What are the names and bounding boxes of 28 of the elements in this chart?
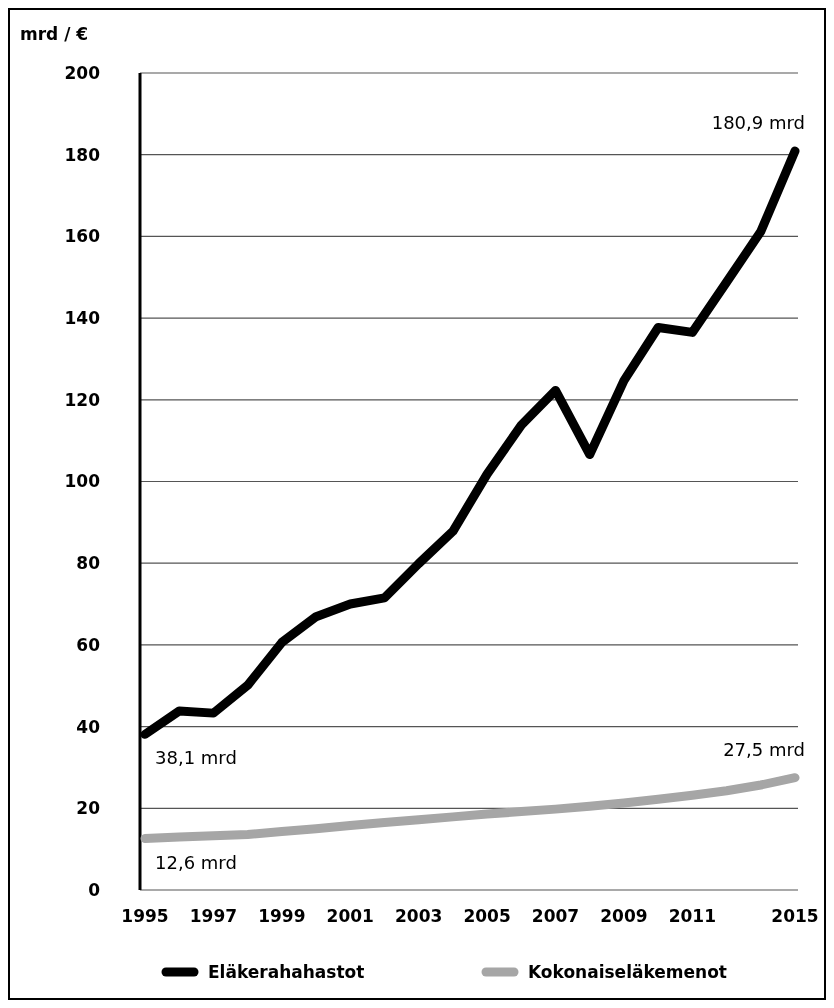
x-tick-label: 1999 [258, 906, 306, 926]
annotation: 38,1 mrd [155, 747, 237, 769]
annotation: 12,6 mrd [155, 851, 237, 873]
x-tick-label: 2015 [771, 906, 819, 926]
y-axis-title: mrd / € [20, 24, 89, 44]
x-tick-label: 2011 [668, 906, 717, 926]
y-tick-label: 20 [76, 798, 101, 819]
y-tick-label: 40 [76, 716, 101, 737]
x-tick-label: 2009 [600, 906, 648, 926]
x-tick-label: 1997 [189, 906, 238, 926]
annotation: 180,9 mrd [711, 112, 805, 134]
legend-label: Kokonaiseläkemenot [528, 961, 727, 982]
y-tick-label: 200 [64, 62, 101, 83]
x-tick-label: 2001 [326, 906, 374, 926]
x-tick-label: 2005 [463, 906, 511, 926]
y-tick-label: 120 [64, 389, 101, 410]
y-tick-label: 180 [64, 144, 101, 165]
y-tick-label: 100 [64, 471, 101, 492]
y-tick-label: 160 [64, 226, 101, 247]
y-tick-label: 80 [76, 553, 101, 574]
y-tick-label: 140 [64, 308, 101, 329]
x-tick-label: 1995 [121, 906, 169, 926]
annotation: 27,5 mrd [723, 738, 805, 760]
y-tick-label: 60 [76, 634, 101, 655]
y-tick-label: 0 [88, 879, 101, 900]
legend-label: Eläkerahahastot [208, 961, 365, 982]
x-tick-label: 2003 [395, 906, 443, 926]
x-tick-label: 2007 [531, 906, 580, 926]
